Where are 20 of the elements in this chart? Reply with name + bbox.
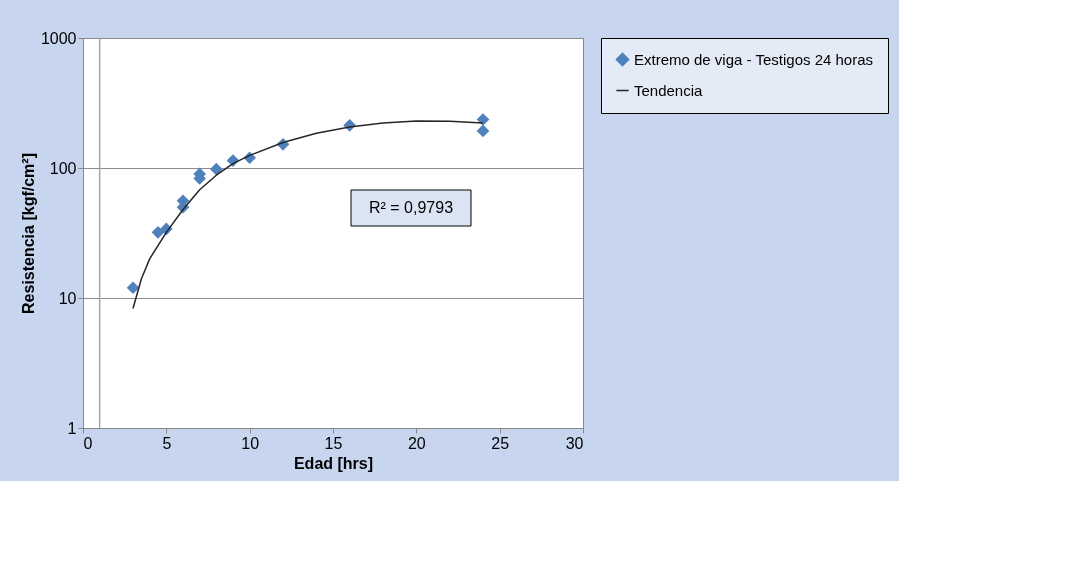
point xyxy=(126,281,140,295)
point xyxy=(151,226,165,239)
x-tick-label: 0 xyxy=(83,434,93,452)
x-axis-title: Edad [hrs] xyxy=(293,454,374,472)
y-tick-label: 1 xyxy=(67,419,77,437)
y-tick-label: 1000 xyxy=(40,29,77,47)
y-axis-title: Resistencia [kgf/cm²] xyxy=(19,153,37,314)
legend-label: Extremo de viga - Testigos 24 horas xyxy=(634,50,874,68)
x-tick-label: 20 xyxy=(407,434,426,452)
point xyxy=(476,124,490,138)
x-tick-label: 15 xyxy=(324,434,343,452)
x-tick-label: 30 xyxy=(565,434,584,452)
legend-label: Tendencia xyxy=(634,81,704,99)
y-tick-label: 100 xyxy=(49,159,77,177)
x-tick-label: 5 xyxy=(162,434,172,452)
point xyxy=(210,162,223,176)
x-tick-label: 10 xyxy=(241,434,260,452)
y-tick-label: 10 xyxy=(58,289,77,307)
annotation: R² = 0,9793 xyxy=(368,199,454,216)
x-tick-label: 25 xyxy=(491,434,510,452)
